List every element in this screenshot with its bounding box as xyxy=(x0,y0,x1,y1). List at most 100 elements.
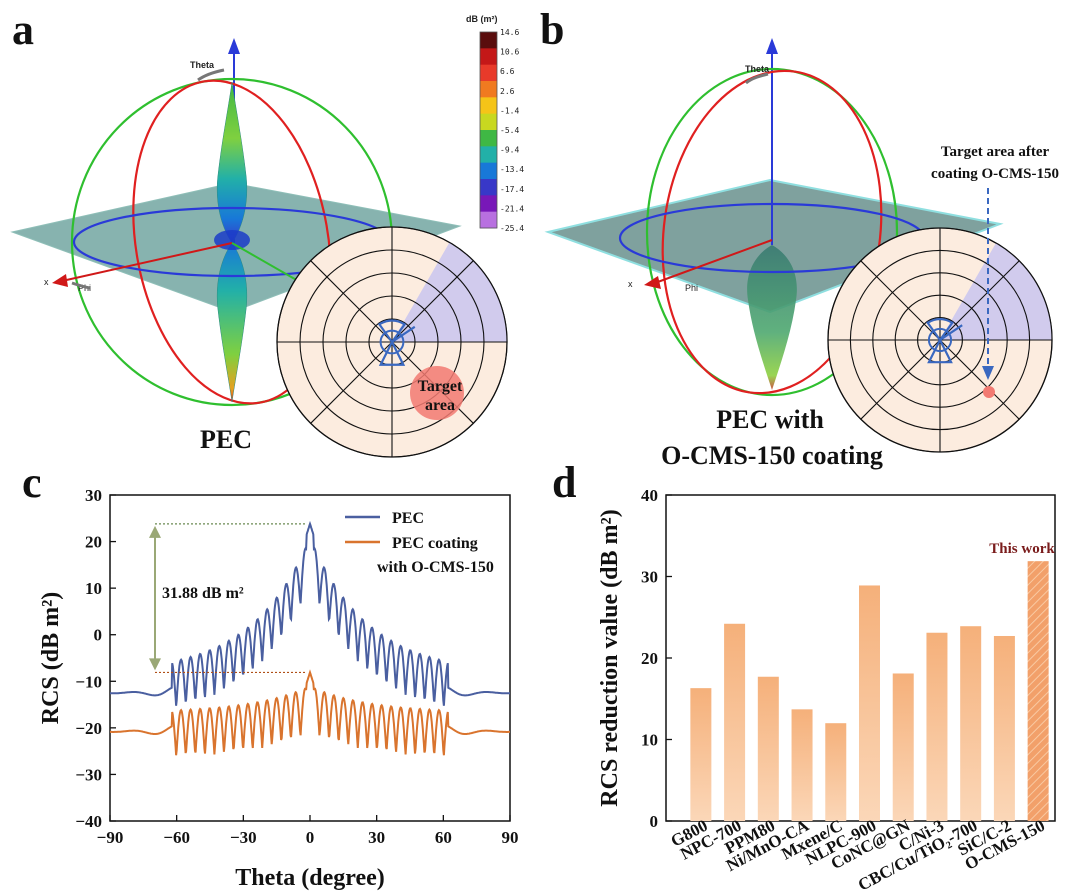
y-tick-label: −10 xyxy=(75,672,102,691)
annotation-arrow-down-icon xyxy=(149,658,161,671)
polar-plot-b xyxy=(827,227,1053,453)
panel-a: a x Phi Theta dB (m²) 14.610.66.62.6-1.4… xyxy=(10,5,524,458)
colorbar-segment xyxy=(480,130,497,147)
colorbar-segment xyxy=(480,113,497,131)
bar-ni-mno-ca xyxy=(791,709,813,821)
polar-pattern-glyph xyxy=(377,319,416,366)
plot-d-ticks: 0 10 20 30 40 xyxy=(641,486,672,831)
plot-c-xlabel: Theta (degree) xyxy=(235,865,385,891)
polar-sector xyxy=(392,242,507,342)
y-tick-label: 10 xyxy=(85,579,102,598)
colorbar-segment xyxy=(480,162,497,180)
colorbar-tick-label: -1.4 xyxy=(500,106,519,115)
axis-x-label-b: x xyxy=(628,279,633,289)
phi-arrow-icon xyxy=(71,281,91,290)
colorbar-tick-label: -13.4 xyxy=(500,165,524,174)
target-label-line2: area xyxy=(425,397,455,414)
panel-b-letter: b xyxy=(540,5,564,54)
z-axis-b-arrow-icon xyxy=(766,38,778,54)
y-tick-label: 0 xyxy=(650,812,659,831)
target-area-marker xyxy=(410,366,464,420)
y-tick-label: 30 xyxy=(85,486,102,505)
rcs-pattern-b xyxy=(747,245,797,390)
plot-c-ticks: −90 −60 −30 0 30 60 90 −40 −30 −20 −10 0 10 20 30 xyxy=(75,486,518,847)
plot-d-ylabel: RCS reduction value (dB m²) xyxy=(597,509,623,806)
polar-center-ring xyxy=(927,327,953,353)
x-tick-label: 30 xyxy=(368,828,385,847)
colorbar-title: dB (m²) xyxy=(466,14,498,24)
x-axis-b-arrow-icon xyxy=(644,276,661,289)
colorbar-tick-label: 14.6 xyxy=(500,28,519,37)
panel-a-label: PEC xyxy=(200,425,252,454)
colorbar-segment xyxy=(480,48,497,66)
this-work-label: This work xyxy=(989,541,1055,557)
panel-c-letter: c xyxy=(22,458,42,507)
x-axis xyxy=(61,242,233,282)
series-pec-line xyxy=(110,520,510,706)
legend-pec-label: PEC xyxy=(392,510,424,527)
theta-arrow-icon xyxy=(197,68,225,82)
panel-b-label-line1: PEC with xyxy=(716,405,824,434)
annotation-b-line1: Target area after xyxy=(941,144,1050,160)
plot-c-annotation: 31.88 dB m² xyxy=(149,523,305,674)
annotation-value-label: 31.88 dB m² xyxy=(162,585,244,602)
plot-c-series xyxy=(110,520,510,756)
target-area-marker-b xyxy=(983,386,995,398)
colorbar-segment xyxy=(480,64,497,82)
bar-conc-gn xyxy=(892,673,914,821)
legend-coating-label-2: with O-CMS-150 xyxy=(377,559,494,576)
bar-mxene-c xyxy=(825,723,847,821)
axis-phi-label-b: Phi xyxy=(685,283,698,293)
polar-plot-a xyxy=(276,226,508,458)
y-tick-label: −20 xyxy=(75,719,102,738)
polar-sector xyxy=(940,243,1052,340)
panel-b: b x Phi Theta Target area after coating … xyxy=(540,5,1059,470)
colorbar-tick-label: -21.4 xyxy=(500,204,524,213)
legend-coating-label-1: PEC coating xyxy=(392,535,478,552)
x-tick-label: 90 xyxy=(502,828,519,847)
bar-nlpc-900 xyxy=(859,585,880,821)
panel-d-letter: d xyxy=(552,458,576,507)
annotation-b-line2: coating O-CMS-150 xyxy=(931,166,1059,182)
theta-arrow-b-icon xyxy=(745,72,769,85)
colorbar-segment xyxy=(480,179,497,196)
y-tick-label: 10 xyxy=(641,731,658,750)
rcs-pattern-lower xyxy=(216,242,248,403)
y-tick-label: 30 xyxy=(641,568,658,587)
panel-b-label-line2: O-CMS-150 coating xyxy=(661,441,883,470)
bar-sic-c-2 xyxy=(993,635,1015,821)
y-axis xyxy=(231,242,301,283)
axis-x-label: x xyxy=(44,277,49,287)
rcs-pattern-core xyxy=(214,230,250,250)
plot-d-bars xyxy=(690,561,1049,821)
bar-ppm80 xyxy=(757,676,779,821)
panel-d: d 0 10 20 30 40 G800NPC-700PPM80Ni/MnO-CAMxe… xyxy=(552,458,1056,895)
y-tick-label: −40 xyxy=(75,812,102,831)
plot-c-ylabel: RCS (dB m²) xyxy=(38,592,64,725)
rcs-pattern-upper xyxy=(216,81,248,244)
bar-cbc-cu-tio-700 xyxy=(960,626,982,821)
annotation-arrow-head-icon xyxy=(982,366,994,380)
x-tick-label: −90 xyxy=(97,828,124,847)
annotation-arrow-up-icon xyxy=(149,525,161,538)
bar-g800 xyxy=(690,688,712,821)
y-tick-label: 0 xyxy=(94,626,103,645)
axis-theta-label-b: Theta xyxy=(745,64,770,74)
polar-center-ring xyxy=(379,329,405,355)
colorbar: 14.6 10.6 6.6 2.6 -1.4 -5.4 -9.4 -13.4 -17.4 -21.… xyxy=(479,28,524,233)
y-tick-label: 20 xyxy=(85,533,102,552)
colorbar-tick-label: 10.6 xyxy=(500,48,519,57)
colorbar-tick-label: -9.4 xyxy=(500,146,519,155)
colorbar-segment xyxy=(480,146,497,164)
colorbar-segment xyxy=(480,81,497,98)
green-circle-b xyxy=(645,67,899,397)
y-tick-label: 20 xyxy=(641,649,658,668)
colorbar-tick-label: -25.4 xyxy=(500,224,524,233)
colorbar-segment xyxy=(480,195,497,213)
target-label-line1: Target xyxy=(418,378,463,395)
red-circle xyxy=(132,79,332,405)
y-tick-label: 40 xyxy=(641,486,658,505)
colorbar-tick-label: 6.6 xyxy=(500,67,515,76)
colorbar-segment xyxy=(480,32,497,49)
